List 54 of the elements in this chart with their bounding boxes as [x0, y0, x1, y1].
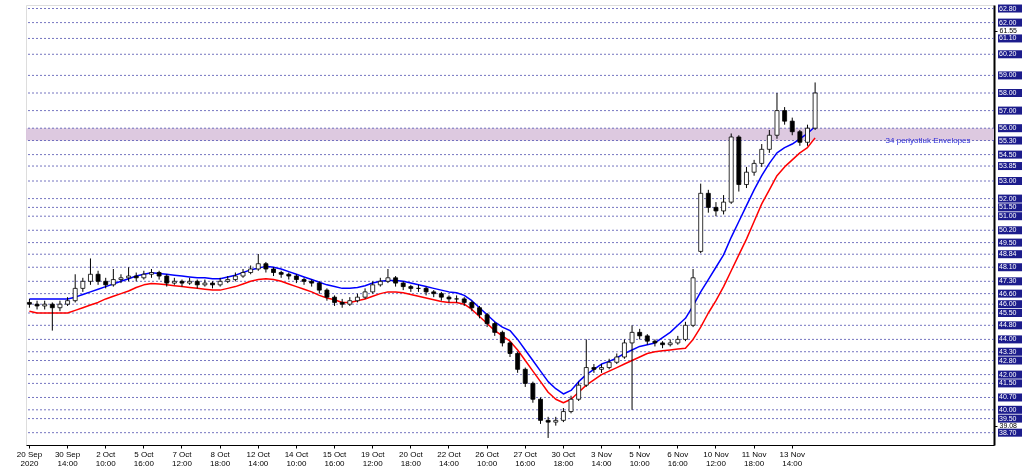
x-tick-label: 20 Sep 2020: [16, 449, 43, 468]
x-tick-label: 22 Oct 14:00: [437, 449, 462, 468]
x-tick-label: 6 Nov 16:00: [667, 449, 689, 468]
band-label: 34 periyotluk Envelopes: [885, 135, 971, 145]
candlestick: [301, 277, 307, 286]
x-tick-label: 13 Nov 14:00: [779, 449, 805, 468]
candlestick: [446, 294, 452, 303]
x-tick-label: 8 Oct 18:00: [210, 449, 231, 468]
candlestick: [522, 367, 528, 388]
x-tick-label: 5 Oct 16:00: [133, 449, 155, 468]
candlestick: [713, 201, 719, 217]
candlestick: [88, 257, 93, 286]
candlestick: [118, 273, 124, 284]
candlestick: [652, 338, 658, 347]
x-tick-label: 12 Oct 14:00: [246, 449, 271, 468]
x-tick-label: 10 Nov 12:00: [703, 449, 729, 468]
candlestick: [385, 268, 391, 284]
x-tick-label: 2 Oct 10:00: [95, 449, 117, 468]
x-tick-label: 30 Oct 18:00: [551, 449, 576, 468]
x-tick-label: 5 Nov 10:00: [629, 449, 651, 468]
x-tick-label: 19 Oct 12:00: [360, 449, 386, 468]
x-tick-label: 14 Oct 10:00: [284, 449, 309, 468]
x-tick-label: 27 Oct 16:00: [513, 449, 538, 468]
candlestick: [622, 338, 627, 360]
candlestick: [683, 321, 688, 342]
candlestick: [49, 301, 55, 332]
x-tick-label: 11 Nov 18:00: [741, 449, 767, 468]
candlestick: [72, 273, 78, 303]
candlestick: [583, 338, 589, 388]
candlestick: [766, 129, 772, 154]
x-tick-label: 20 Oct 18:00: [399, 449, 424, 468]
x-tick-label: 30 Sep 14:00: [54, 449, 81, 468]
candlestick: [576, 381, 582, 402]
candlestick: [57, 300, 63, 312]
candlestick: [202, 279, 208, 288]
candlestick: [515, 351, 521, 374]
candlestick: [744, 166, 749, 189]
candlestick: [141, 270, 147, 281]
x-tick-label: 3 Nov 14:00: [591, 449, 613, 468]
candlestick: [805, 124, 810, 147]
candlestick: [705, 189, 711, 214]
candlestick: [530, 381, 536, 404]
x-tick-label: 26 Oct 10:00: [475, 449, 500, 468]
candlestick: [34, 300, 40, 310]
candlestick: [538, 396, 543, 425]
x-tick-label: 7 Oct 12:00: [171, 449, 193, 468]
candlestick: [721, 194, 726, 215]
candlestick: [759, 143, 765, 168]
candlestick: [179, 279, 185, 288]
x-tick-label: 15 Oct 16:00: [322, 449, 348, 468]
candlestick: [591, 363, 597, 374]
candlestick: [545, 416, 551, 439]
candlestick: [217, 277, 223, 288]
candlestick: [629, 324, 635, 411]
